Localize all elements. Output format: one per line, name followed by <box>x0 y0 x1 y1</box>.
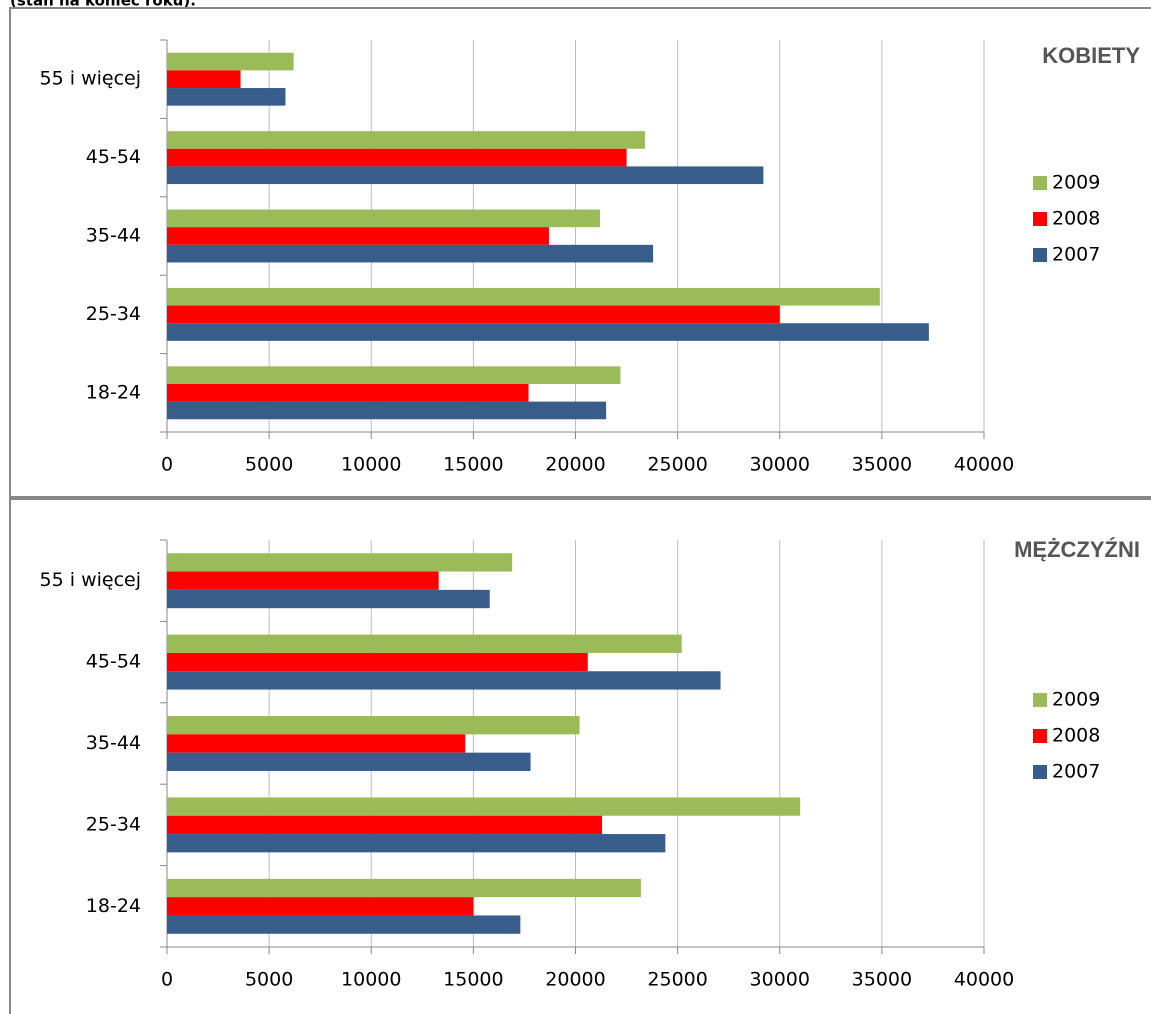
bar <box>167 323 929 341</box>
y-tick-label: 55 i więcej <box>40 569 141 591</box>
y-tick-label: 18-24 <box>86 895 141 917</box>
x-tick-label: 15000 <box>443 454 503 476</box>
legend-label: 2009 <box>1052 172 1100 194</box>
bar <box>167 131 645 149</box>
bar <box>167 634 682 653</box>
x-tick-label: 0 <box>161 454 173 476</box>
legend-label: 2007 <box>1052 244 1100 266</box>
bar <box>167 209 601 228</box>
bar <box>167 671 721 690</box>
bar <box>167 148 627 167</box>
legend-swatch <box>1033 765 1047 779</box>
x-tick-label: 25000 <box>647 454 707 476</box>
legend-swatch <box>1033 693 1047 707</box>
x-tick-label: 10000 <box>341 454 401 476</box>
legend-label: 2008 <box>1052 208 1100 230</box>
bar <box>167 797 801 816</box>
bar <box>167 589 490 609</box>
legend-label: 2007 <box>1052 761 1100 783</box>
bar <box>167 166 764 185</box>
y-tick-label: 45-54 <box>86 146 141 168</box>
x-tick-label: 30000 <box>750 454 810 476</box>
bar <box>167 815 603 835</box>
bar <box>167 227 549 245</box>
x-tick-label: 35000 <box>852 454 912 476</box>
bar <box>167 88 286 106</box>
x-tick-label: 5000 <box>245 454 293 476</box>
x-tick-label: 5000 <box>245 969 293 991</box>
y-tick-label: 25-34 <box>86 303 141 325</box>
bar <box>167 244 654 263</box>
legend-swatch <box>1033 248 1047 262</box>
bar <box>167 305 780 324</box>
x-tick-label: 0 <box>161 969 173 991</box>
x-tick-label: 35000 <box>852 969 912 991</box>
bar <box>167 897 474 916</box>
bar <box>167 752 531 771</box>
legend-swatch <box>1033 212 1047 226</box>
x-tick-label: 20000 <box>545 969 605 991</box>
bar <box>167 52 294 71</box>
bar <box>167 287 880 306</box>
y-tick-label: 25-34 <box>86 813 141 835</box>
x-tick-label: 10000 <box>341 969 401 991</box>
y-tick-label: 45-54 <box>86 651 141 673</box>
panel-frame <box>9 7 1151 498</box>
x-tick-label: 25000 <box>647 969 707 991</box>
y-tick-label: 18-24 <box>86 381 141 403</box>
bar <box>167 70 241 89</box>
y-tick-label: 35-44 <box>86 225 141 247</box>
x-tick-label: 40000 <box>954 454 1014 476</box>
legend-label: 2009 <box>1052 689 1100 711</box>
y-tick-label: 55 i więcej <box>40 68 141 90</box>
bar <box>167 366 621 384</box>
legend-label: 2008 <box>1052 725 1100 747</box>
legend-swatch <box>1033 176 1047 190</box>
bar <box>167 734 466 753</box>
panel-title: MĘŻCZYŹNI <box>1014 537 1140 562</box>
panel-title: KOBIETY <box>1042 43 1140 68</box>
x-tick-label: 20000 <box>545 454 605 476</box>
bar <box>167 383 529 402</box>
bar <box>167 401 607 420</box>
x-tick-label: 15000 <box>443 969 503 991</box>
bar <box>167 716 580 735</box>
x-tick-label: 30000 <box>750 969 810 991</box>
bar <box>167 878 641 898</box>
legend-swatch <box>1033 729 1047 743</box>
bar <box>167 553 513 572</box>
bar <box>167 915 521 934</box>
panel-frame <box>9 498 1151 1014</box>
x-tick-label: 40000 <box>954 969 1014 991</box>
bar <box>167 652 588 672</box>
subtitle: (stan na koniec roku). <box>10 0 196 10</box>
y-tick-label: 35-44 <box>86 732 141 754</box>
bar <box>167 834 666 853</box>
bar <box>167 571 439 590</box>
